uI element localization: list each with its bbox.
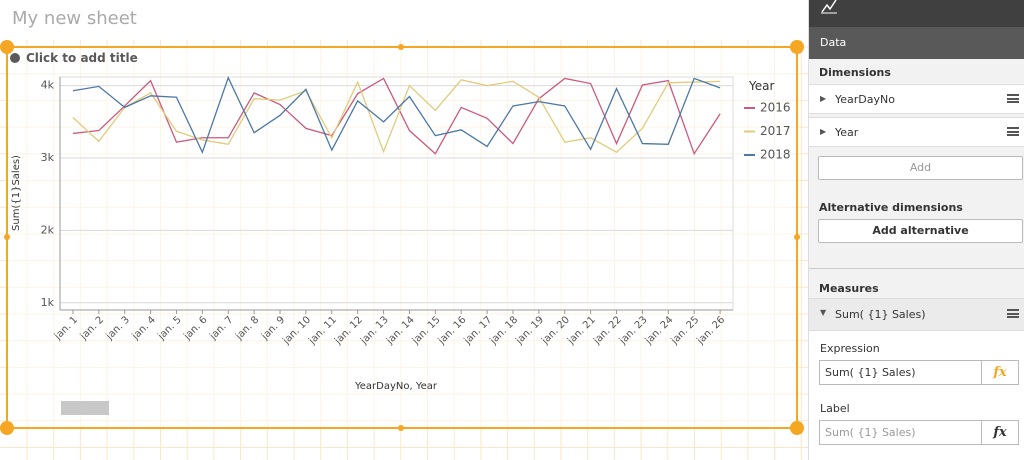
y-axis-label: Sum({1}Sales) [11,155,22,231]
resize-handles[interactable] [0,40,804,435]
series-line [72,77,721,156]
fx-button[interactable]: fx [981,421,1018,444]
legend-label: 2018 [760,148,791,162]
properties-panel: Data Dimensions ▶ YearDayNo ▶ Year Add Alt… [808,0,1024,460]
y-tick-label: 4k [41,79,55,92]
chart: Click to add title YearDayNo, Year Sum({… [0,40,808,460]
dimension-name: YearDayNo [835,93,895,106]
x-axis-label: YearDayNo, Year [354,381,438,392]
expression-value: Sum( {1} Sales) [825,366,916,379]
label-placeholder: Sum( {1} Sales) [825,426,916,439]
y-tick-label: 2k [41,223,55,236]
label-label: Label [820,402,850,415]
toolbar [809,0,1024,27]
sheet-title: My new sheet [12,8,137,29]
dimension-name: Year [835,126,859,139]
chart-background [8,48,796,427]
add-alternative-button[interactable]: Add alternative [818,219,1023,243]
legend-label: 2016 [760,101,791,115]
dimensions-header: Dimensions [819,66,891,79]
fx-button[interactable]: fx [981,361,1018,384]
sheet-grid [0,40,808,460]
data-tab[interactable]: Data [809,27,1024,59]
dimension-row[interactable]: ▶ YearDayNo [809,84,1024,114]
dimension-row[interactable]: ▶ Year [809,117,1024,147]
title-icon [10,53,20,63]
y-tick-label: 1k [41,296,55,309]
alt-header: Alternative dimensions [819,201,963,214]
add-button[interactable]: Add [818,156,1023,180]
scrollbar[interactable] [61,401,109,415]
measure-name: Sum( {1} Sales) [835,308,926,321]
chart-title[interactable]: Click to add title [26,51,138,65]
chart-icon[interactable] [819,0,839,16]
legend-label: 2017 [760,124,791,138]
expression-input[interactable]: Sum( {1} Sales) fx [819,360,1019,385]
measures-header: Measures [819,282,879,295]
series-line [72,76,721,154]
label-input[interactable]: Sum( {1} Sales) fx [819,420,1019,445]
expression-label: Expression [820,342,880,355]
divider [809,268,1024,269]
measure-row[interactable]: ▼ Sum( {1} Sales) [809,298,1024,331]
y-tick-label: 3k [41,151,55,164]
legend-title: Year [748,79,774,93]
series-line [72,79,721,154]
